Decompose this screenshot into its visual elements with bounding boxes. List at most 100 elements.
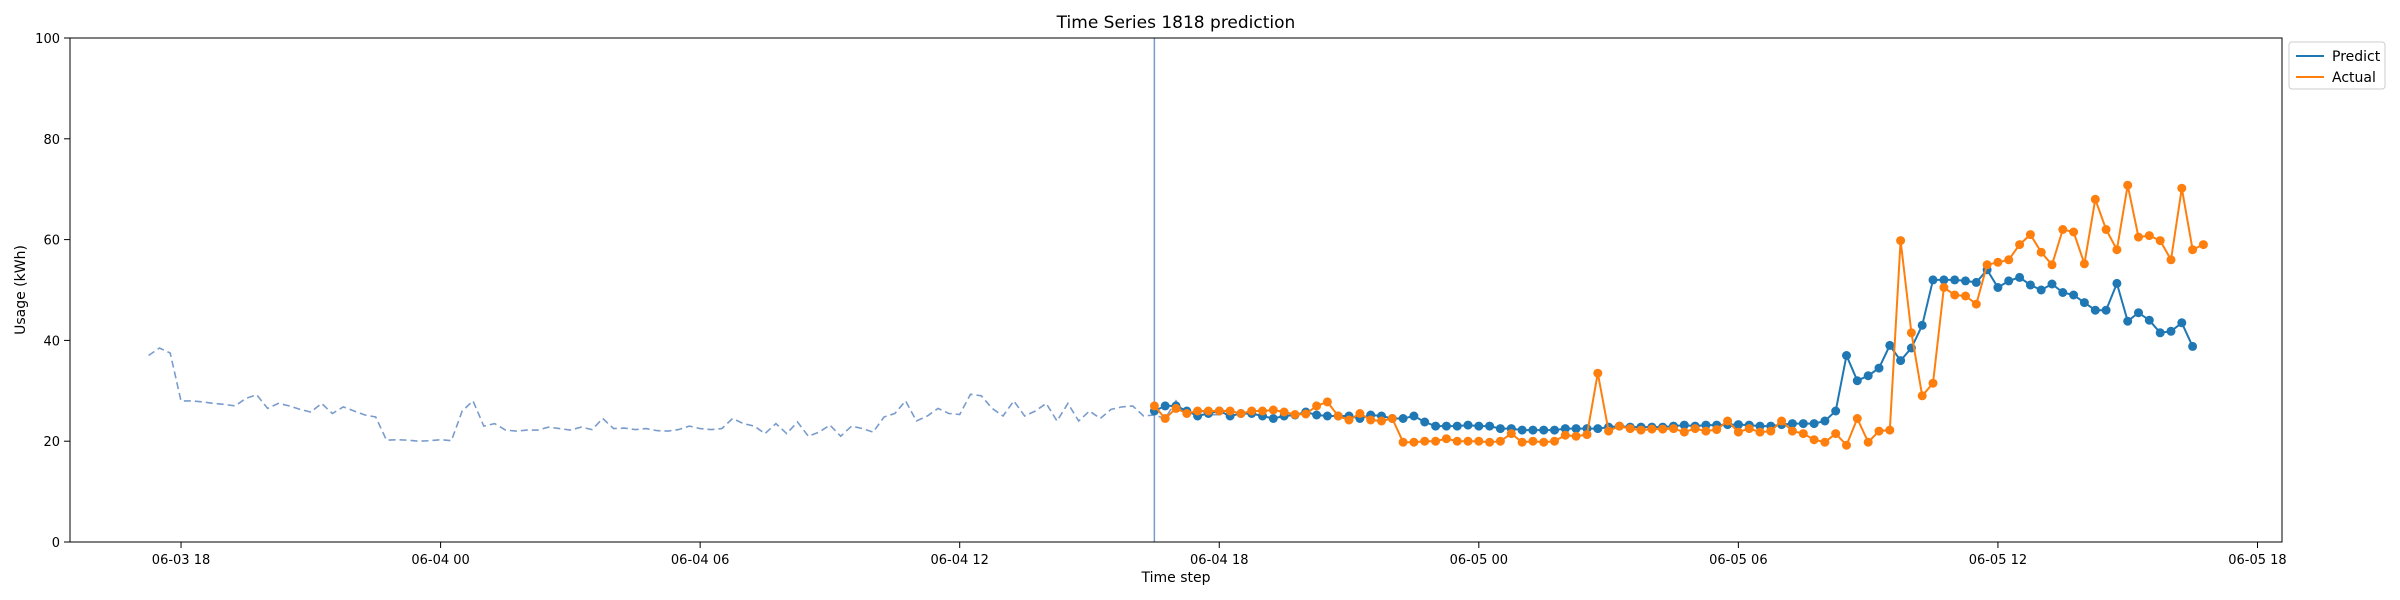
actual-point <box>2015 240 2025 250</box>
y-tick-label: 20 <box>43 435 60 450</box>
actual-point <box>1852 414 1862 423</box>
predict-point <box>1798 419 1808 429</box>
predict-point <box>1787 419 1797 429</box>
predict-point <box>1550 425 1559 435</box>
predict-point <box>1993 283 2003 292</box>
actual-point <box>1409 437 1419 447</box>
actual-point <box>1647 424 1657 434</box>
x-tick-label: 06-05 18 <box>2228 553 2286 568</box>
actual-point <box>2101 225 2111 234</box>
actual-point <box>1193 406 1203 416</box>
predict-point <box>2036 285 2046 295</box>
actual-point <box>1268 405 1278 415</box>
actual-point <box>1787 426 1797 436</box>
actual-point <box>1604 426 1614 436</box>
actual-point <box>1279 407 1289 417</box>
actual-point <box>1906 328 1916 338</box>
predict-point <box>2015 272 2025 282</box>
actual-point <box>2144 231 2154 241</box>
predict-point <box>1961 276 1970 286</box>
actual-point <box>2112 245 2122 255</box>
y-tick-label: 0 <box>52 536 60 551</box>
predict-point <box>1885 340 1895 350</box>
actual-point <box>1333 411 1343 421</box>
predict-point <box>1517 425 1527 435</box>
actual-point <box>1939 283 1949 292</box>
predict-point <box>1593 424 1603 434</box>
actual-point <box>1831 429 1841 439</box>
x-tick-label: 06-05 06 <box>1709 553 1767 568</box>
actual-point <box>1517 437 1527 447</box>
predict-point <box>1441 421 1451 431</box>
predict-point <box>2166 326 2176 336</box>
actual-point <box>1431 436 1441 446</box>
y-axis-label: Usage (kWh) <box>13 245 29 335</box>
actual-point <box>2166 255 2176 265</box>
actual-point <box>1863 437 1873 447</box>
predict-point <box>1971 277 1981 287</box>
actual-point <box>2058 225 2068 234</box>
actual-point <box>1766 426 1776 436</box>
actual-point <box>1842 440 1851 450</box>
actual-point <box>1712 425 1722 435</box>
predict-point <box>1863 371 1873 381</box>
predict-point <box>1268 414 1278 423</box>
predict-point <box>2188 341 2198 351</box>
predict-point <box>2090 305 2100 315</box>
x-tick-label: 06-04 12 <box>930 553 988 568</box>
actual-point <box>1214 406 1224 416</box>
actual-point <box>1344 415 1354 425</box>
predict-point <box>1896 356 1906 366</box>
predict-point <box>1539 425 1549 435</box>
predict-point <box>1809 419 1819 429</box>
predict-point <box>2004 276 2014 286</box>
predict-point <box>1485 421 1495 431</box>
predict-point <box>1409 411 1419 421</box>
actual-point <box>1669 424 1678 434</box>
predict-point <box>1820 416 1830 426</box>
actual-point <box>2069 227 2079 237</box>
actual-point <box>1950 290 1960 300</box>
actual-point <box>1495 436 1505 446</box>
actual-point <box>2047 260 2057 270</box>
predict-point <box>1474 421 1484 431</box>
predict-point <box>1398 414 1408 423</box>
actual-point <box>1982 260 1992 270</box>
actual-point <box>1441 434 1451 444</box>
actual-point <box>1571 431 1581 441</box>
actual-point <box>1961 291 1970 301</box>
actual-point <box>1149 401 1159 411</box>
plot-frame <box>69 37 2283 543</box>
actual-point <box>1225 406 1235 416</box>
predict-point <box>2058 288 2068 297</box>
actual-point <box>1820 437 1830 447</box>
actual-point <box>1560 430 1570 440</box>
actual-point <box>2155 236 2165 246</box>
predict-point <box>1874 363 1884 373</box>
predict-point <box>1322 411 1332 421</box>
actual-point <box>1582 430 1592 440</box>
predict-point <box>2112 278 2122 288</box>
predict-point <box>1917 320 1927 330</box>
actual-point <box>1928 378 1938 388</box>
plot-area <box>148 38 2208 542</box>
actual-point <box>1301 409 1311 419</box>
actual-point <box>1593 368 1603 378</box>
actual-point <box>1160 414 1170 423</box>
predict-point <box>1528 425 1538 435</box>
actual-point <box>1658 424 1668 434</box>
actual-point <box>1690 424 1700 434</box>
x-tick-label: 06-04 06 <box>671 553 729 568</box>
actual-point <box>1474 436 1484 446</box>
x-tick-label: 06-05 00 <box>1450 553 1508 568</box>
predict-point <box>1452 421 1462 431</box>
actual-point <box>1506 429 1516 439</box>
actual-point <box>1733 427 1743 437</box>
actual-point <box>1885 425 1895 435</box>
actual-point <box>1744 424 1754 434</box>
predict-point <box>2177 318 2187 328</box>
actual-point <box>1917 391 1927 401</box>
predict-point <box>2101 305 2111 315</box>
actual-point <box>1398 437 1408 447</box>
